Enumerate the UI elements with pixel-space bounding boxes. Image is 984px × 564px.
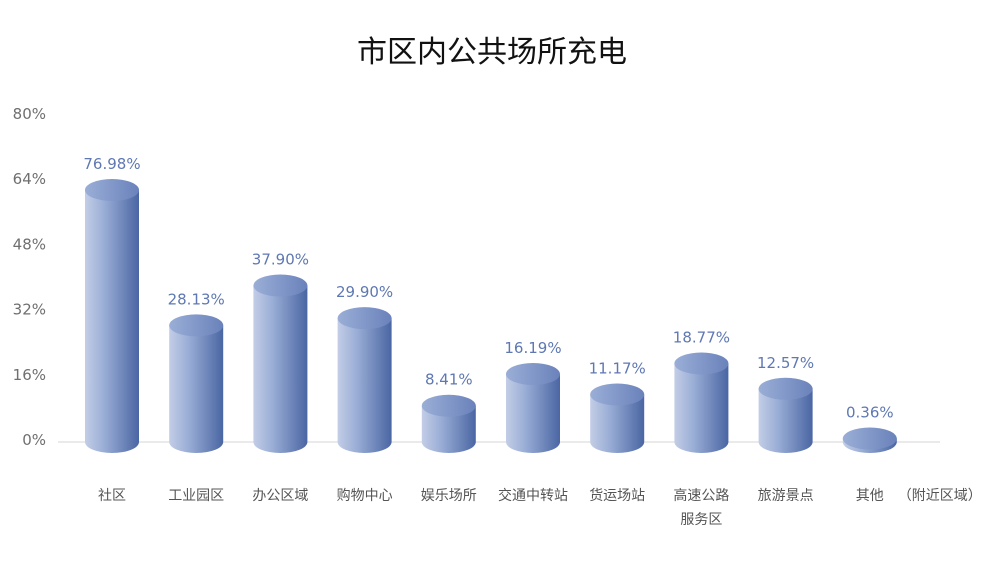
x-tick-label: 旅游景点 xyxy=(758,488,814,504)
y-tick-label: 32% xyxy=(13,301,46,319)
x-tick-label: 货运场站 xyxy=(589,487,645,504)
bar-body xyxy=(85,190,139,453)
data-label: 37.90% xyxy=(252,251,309,269)
x-tick-label: （附近区域） xyxy=(898,488,982,504)
data-label: 0.36% xyxy=(846,404,894,422)
bar-body xyxy=(421,405,476,453)
bar xyxy=(758,377,813,454)
bar-body xyxy=(590,394,645,454)
data-label: 8.41% xyxy=(425,371,473,389)
x-tick-label: 其他 xyxy=(856,488,884,504)
bar xyxy=(169,314,224,454)
data-label: 16.19% xyxy=(504,339,561,357)
x-tick-label: 娱乐场所 xyxy=(421,488,477,504)
y-tick-label: 48% xyxy=(13,235,46,253)
y-tick-label: 0% xyxy=(22,431,46,449)
x-tick-label: 办公区域 xyxy=(252,488,308,504)
data-label: 76.98% xyxy=(83,155,140,173)
bar-body xyxy=(674,363,729,454)
bar-body xyxy=(169,325,224,454)
bar-body xyxy=(506,374,560,453)
data-label: 28.13% xyxy=(168,290,225,308)
bar-body xyxy=(758,388,813,454)
bars: 76.98% 28.13% 37.90% 29.90% 8.41% 16.19% 11.17… xyxy=(83,155,897,454)
data-label: 11.17% xyxy=(589,359,646,377)
x-tick-label: 购物中心 xyxy=(337,488,393,504)
x-tick-label: 社区 xyxy=(98,488,126,504)
chart-title: 市区内公共场所充电 xyxy=(357,35,627,70)
bar xyxy=(590,383,645,454)
bar xyxy=(842,427,897,453)
bar-top xyxy=(842,427,897,450)
bar xyxy=(506,363,560,453)
bar-body xyxy=(253,285,308,454)
bar-top xyxy=(85,179,139,201)
bar-top xyxy=(253,274,308,297)
x-tick-label: 工业园区 xyxy=(168,488,224,504)
bar xyxy=(421,394,476,453)
y-tick-label: 80% xyxy=(13,105,46,123)
bar-top xyxy=(337,307,392,330)
data-label: 12.57% xyxy=(757,354,814,372)
y-tick-label: 64% xyxy=(13,170,46,188)
bar xyxy=(337,307,392,454)
x-tick-label: 交通中转站 xyxy=(498,487,568,504)
bar-top xyxy=(169,314,224,337)
bar-top xyxy=(421,394,476,417)
bar-top xyxy=(590,383,645,406)
x-tick-label: 高速公路 xyxy=(673,487,729,504)
y-axis: 0% 16% 32% 48% 64% 80% xyxy=(13,105,46,449)
x-tick-label: 服务区 xyxy=(680,512,722,528)
data-label: 29.90% xyxy=(336,283,393,301)
bar xyxy=(253,274,308,454)
bar xyxy=(674,352,729,454)
data-label: 18.77% xyxy=(673,329,730,347)
y-tick-label: 16% xyxy=(13,366,46,384)
bar-top xyxy=(674,352,729,375)
bar-body xyxy=(337,318,392,454)
bar-top xyxy=(758,377,813,400)
bar-top xyxy=(506,363,560,386)
bar xyxy=(85,179,139,453)
